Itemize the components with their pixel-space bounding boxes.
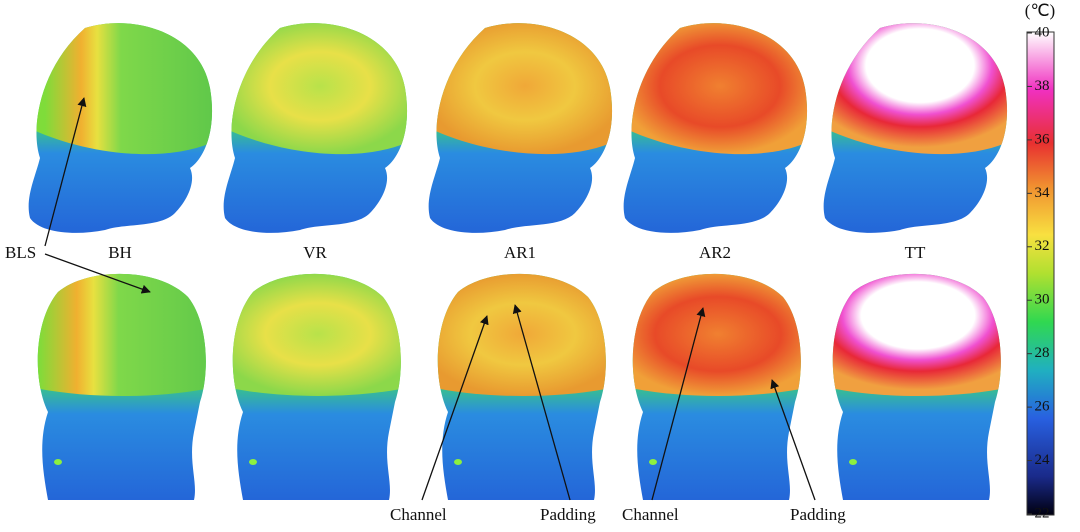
arrow (421, 315, 489, 501)
annotation: Channel (622, 505, 679, 524)
tick-label: 32 (1035, 238, 1050, 254)
sensor (649, 459, 657, 465)
scalp (37, 273, 206, 396)
sensor (54, 459, 62, 465)
back-head (37, 273, 206, 500)
back-head (832, 273, 1001, 500)
scalp (632, 273, 801, 396)
scalp-heat (223, 23, 408, 155)
arrow (44, 97, 87, 247)
colorbar (1026, 31, 1055, 516)
image-label: TT (905, 243, 926, 262)
scalp-heat (232, 273, 401, 396)
back-head (632, 273, 801, 500)
scalp (823, 23, 1008, 155)
scalp-heat (623, 23, 808, 155)
tick-label: 38 (1035, 78, 1050, 94)
annotation: Padding (540, 505, 596, 524)
image-label: AR2 (699, 243, 731, 262)
scalp (832, 273, 1001, 396)
tick-label: 36 (1035, 131, 1051, 147)
scalp (623, 23, 808, 155)
scalp (223, 23, 408, 155)
side-head (223, 23, 408, 233)
sensor (454, 459, 462, 465)
scalp (428, 23, 613, 155)
scalp-heat (832, 273, 1001, 396)
side-head (823, 23, 1008, 233)
scalp (28, 23, 213, 155)
scalp-heat (632, 273, 801, 396)
side-head (428, 23, 613, 233)
annotation: Channel (390, 505, 447, 524)
image-label: BH (108, 243, 132, 262)
tick-label: 24 (1035, 452, 1051, 468)
arrow (44, 253, 151, 294)
side-head (28, 23, 213, 233)
scalp-heat (28, 23, 213, 155)
arrow (770, 379, 816, 501)
arrow (512, 304, 571, 501)
annotation: Padding (790, 505, 846, 524)
scalp-heat (37, 273, 206, 396)
back-head (437, 273, 606, 500)
sensor (249, 459, 257, 465)
tick-label: 26 (1035, 399, 1051, 415)
scalp (232, 273, 401, 396)
arrows (44, 97, 816, 501)
side-head (623, 23, 808, 233)
tick-label: 28 (1035, 345, 1050, 361)
tick-label: 22 (1035, 505, 1050, 521)
image-label: VR (303, 243, 327, 262)
colorbar-unit: (℃) (1025, 1, 1055, 20)
image-label: AR1 (504, 243, 536, 262)
arrow (651, 307, 706, 501)
tick-label: 40 (1035, 24, 1050, 40)
tick-label: 34 (1035, 185, 1051, 201)
annotation: BLS (5, 243, 36, 262)
tick-label: 30 (1035, 292, 1050, 308)
thermal-images: BH VR AR1 AR2 TT (28, 23, 1008, 500)
scalp-heat (823, 23, 1008, 155)
back-head (232, 273, 401, 500)
scalp-heat (428, 23, 613, 155)
sensor (849, 459, 857, 465)
colorbar-ticks: 22 24 26 28 30 32 34 36 38 40 (1027, 24, 1050, 521)
